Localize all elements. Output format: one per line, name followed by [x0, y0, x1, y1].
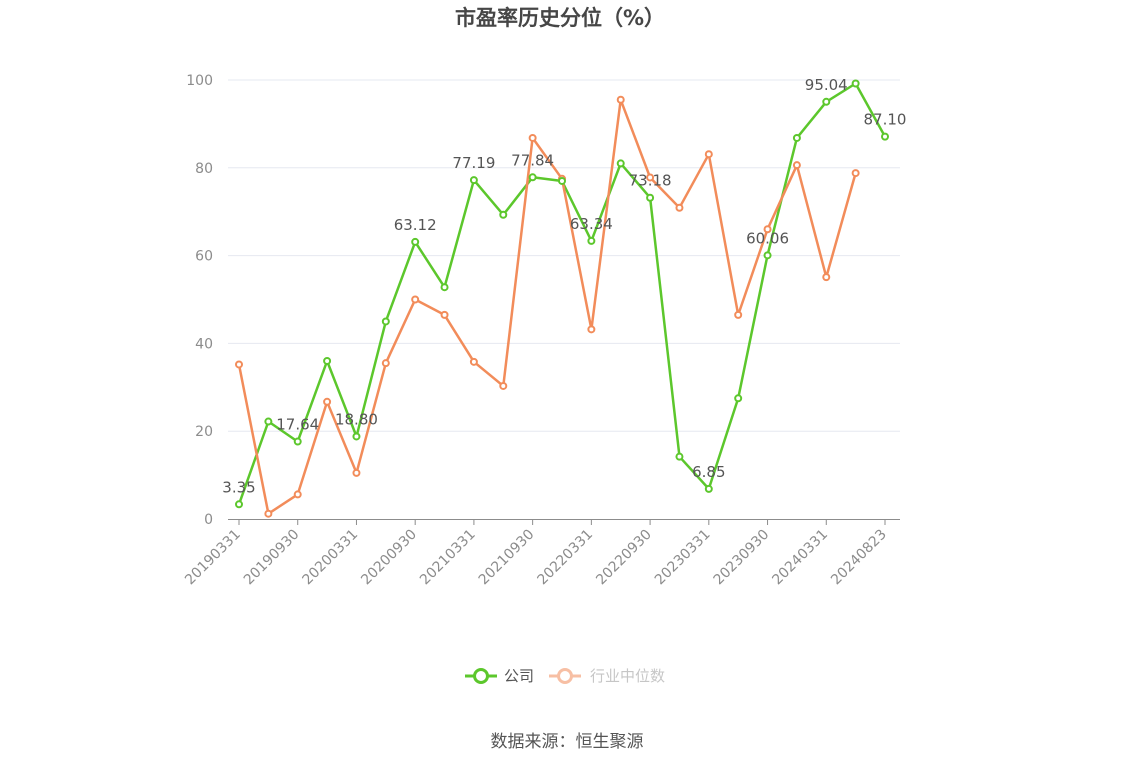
series-1-point-20190331: [235, 360, 243, 369]
legend-item-0[interactable]: 公司: [465, 667, 534, 685]
data-label-20200930: 63.12: [394, 216, 437, 234]
series-0-point-20230630: [734, 394, 743, 403]
series-0-point-20230930: [763, 251, 772, 260]
series-0-point-20190630: [264, 417, 273, 426]
data-label-20230331: 6.85: [692, 463, 725, 481]
data-labels: 3.35 17.64 18.80 63.12 77.19 77.84 63.34 73.18 6…: [222, 76, 906, 497]
series-1-point-20240630: [851, 169, 860, 178]
data-label-20240823: 87.10: [864, 111, 907, 129]
series-0-point-20191231: [323, 356, 332, 365]
series-0-point-20220930: [646, 193, 655, 202]
data-label-20230930: 60.06: [746, 229, 789, 247]
series-1-point-20221231: [675, 203, 684, 212]
y-tick-label-80: 80: [195, 161, 213, 177]
data-label-20200331: 18.80: [335, 410, 378, 428]
series-0-point-20210331: [469, 176, 478, 185]
legend-item-1[interactable]: 行业中位数: [549, 667, 665, 685]
series-1-point-20210930: [528, 133, 537, 142]
series-1-point-20210630: [499, 381, 508, 390]
y-tick-label-20: 20: [195, 424, 213, 440]
series-0-point-20200930: [411, 237, 420, 246]
series-0-point-20221231: [675, 452, 684, 461]
y-tick-label-0: 0: [204, 512, 213, 528]
series-1-point-20230331: [704, 150, 713, 159]
series-1-point-20230930: [763, 225, 772, 234]
series-0-point-20240331: [822, 97, 831, 106]
series-0-point-20240630: [851, 79, 860, 88]
series-1-point-20191231: [323, 397, 332, 406]
series: [235, 79, 889, 518]
series-1-point-20230630: [734, 310, 743, 319]
x-tick-label-20230331: 20230331: [652, 527, 714, 589]
x-tick-label-20200930: 20200930: [358, 527, 420, 589]
series-0-point-20201231: [440, 283, 449, 292]
legend-swatch-marker-0: [473, 668, 489, 684]
source-label: 数据来源：恒生聚源: [491, 732, 644, 752]
series-1-point-20220331: [587, 325, 596, 334]
legend-swatch-marker-1: [557, 668, 573, 684]
grid: [228, 79, 900, 432]
legend[interactable]: 公司 行业中位数: [465, 667, 665, 685]
data-label-20220331: 63.34: [570, 215, 613, 233]
series-0-point-20190930: [293, 437, 302, 446]
x-tick-label-20210930: 20210930: [476, 527, 538, 589]
data-label-20210331: 77.19: [452, 154, 495, 172]
x-tick-label-20190331: 20190331: [182, 527, 244, 589]
series-1-point-20210331: [469, 357, 478, 366]
y-tick-label-60: 60: [195, 249, 213, 265]
x-tick-label-20190930: 20190930: [241, 527, 303, 589]
series-1-point-20200630: [381, 359, 390, 368]
series-0-point-20210630: [499, 210, 508, 219]
data-label-20240331: 95.04: [805, 76, 848, 94]
series-0-point-20190331: [235, 500, 243, 509]
x-tick-label-20240823: 20240823: [828, 527, 890, 589]
series-0-point-20200331: [352, 432, 361, 441]
series-1-point-20240331: [822, 273, 831, 282]
series-line-1: [237, 98, 857, 515]
x-tick-label-20220930: 20220930: [593, 527, 655, 589]
series-1-point-20200331: [352, 468, 361, 477]
x-tick-label-20230930: 20230930: [711, 527, 773, 589]
series-line-0: [237, 82, 887, 505]
chart-title: 市盈率历史分位（%）: [455, 6, 665, 30]
series-1-point-20200930: [411, 295, 420, 304]
legend-label-0: 公司: [504, 667, 534, 685]
series-0-point-20220331: [587, 236, 596, 245]
series-0-point-20220630: [616, 159, 625, 168]
data-label-20220930: 73.18: [629, 172, 672, 190]
series-0-point-20210930: [528, 173, 537, 182]
series-0-point-20200630: [381, 317, 390, 326]
y-tick-label-40: 40: [195, 336, 213, 352]
x-tick-label-20220331: 20220331: [534, 527, 596, 589]
series-1-point-20220930: [646, 173, 655, 182]
series-0-point-20240823: [881, 132, 889, 141]
series-1-point-20231231: [792, 161, 801, 170]
data-label-20190930: 17.64: [276, 416, 319, 434]
x-tick-label-20240331: 20240331: [769, 527, 831, 589]
data-label-20190331: 3.35: [222, 478, 255, 496]
series-1-point-20201231: [440, 310, 449, 319]
series-1-point-20190930: [293, 490, 302, 499]
legend-label-1: 行业中位数: [590, 667, 665, 685]
series-0-point-20211231: [558, 176, 566, 185]
series-1-point-20190630: [264, 509, 273, 518]
x-tick-label-20210331: 20210331: [417, 527, 479, 589]
x-tick-label-20200331: 20200331: [300, 527, 362, 589]
series-1-point-20220630: [616, 95, 625, 104]
data-label-20210930: 77.84: [511, 151, 554, 169]
y-tick-label-100: 100: [186, 73, 213, 89]
series-0-point-20230331: [704, 484, 713, 493]
series-0-point-20231231: [792, 133, 801, 142]
